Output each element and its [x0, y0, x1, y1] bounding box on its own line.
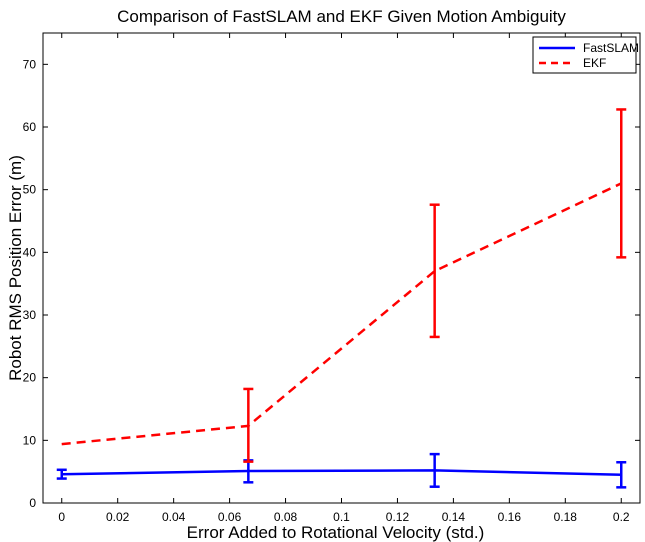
y-tick-label: 60: [23, 120, 37, 134]
x-tick-label: 0.14: [442, 510, 466, 524]
x-tick-label: 0.12: [386, 510, 410, 524]
y-tick-label: 20: [23, 371, 37, 385]
x-tick-label: 0.06: [218, 510, 242, 524]
fastslam-series-line: [61, 469, 622, 477]
y-tick-label: 10: [23, 433, 37, 447]
ekf-series-line: [61, 182, 622, 446]
plot-frame: [42, 32, 641, 504]
x-tick-label: 0.1: [333, 510, 350, 524]
chart-title: Comparison of FastSLAM and EKF Given Mot…: [117, 7, 566, 26]
y-tick-label: 70: [23, 57, 37, 71]
plot-area: 0 0.02 0.04 0.06 0.08 0.1 0.12 0.14 0.16 0.18 0.2 0…: [23, 32, 641, 524]
x-tick-label: 0.08: [274, 510, 298, 524]
y-tick-label: 30: [23, 308, 37, 322]
x-axis-title: Error Added to Rotational Velocity (std.…: [187, 523, 485, 542]
y-tick-label: 0: [29, 496, 36, 510]
x-tick-label: 0.18: [554, 510, 578, 524]
legend-box: [532, 36, 637, 74]
x-tick-label: 0.2: [613, 510, 630, 524]
y-tick-label: 40: [23, 245, 37, 259]
x-tick-label: 0: [58, 510, 65, 524]
y-tick-label: 50: [23, 183, 37, 197]
x-tick-label: 0.02: [106, 510, 130, 524]
y-axis-title: Robot RMS Position Error (m): [6, 155, 25, 381]
fastslam-legend-label: FastSLAM: [583, 41, 639, 55]
x-tick-label: 0.04: [162, 510, 186, 524]
x-tick-label: 0.16: [498, 510, 522, 524]
ekf-legend-label: EKF: [583, 56, 606, 70]
